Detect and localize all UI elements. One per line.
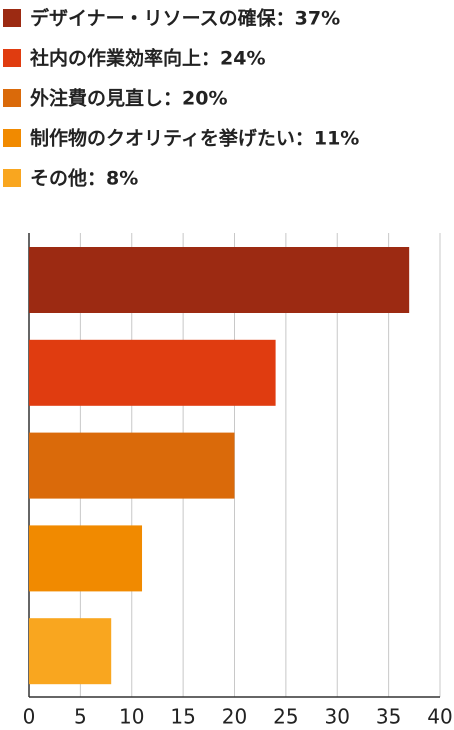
legend-swatch xyxy=(3,169,21,187)
bar xyxy=(29,525,143,592)
x-tick-label: 35 xyxy=(376,705,401,729)
legend-label: 制作物のクオリティを挙げたい：11% xyxy=(30,127,359,150)
x-tick-label: 5 xyxy=(74,705,87,729)
legend-label: 社内の作業効率向上：24% xyxy=(29,47,265,70)
legend-label: 外注費の見直し：20% xyxy=(30,87,227,110)
bar xyxy=(29,247,410,313)
legend-label: デザイナー・リソースの確保：37% xyxy=(30,7,340,30)
bar xyxy=(29,339,276,406)
legend-swatch xyxy=(3,89,21,107)
x-tick-label: 10 xyxy=(119,705,144,729)
legend-swatch xyxy=(3,129,21,147)
x-tick-label: 40 xyxy=(427,705,452,729)
x-tick-label: 20 xyxy=(222,705,247,729)
x-tick-label: 0 xyxy=(23,705,36,729)
x-tick-label: 30 xyxy=(325,705,350,729)
legend-swatch xyxy=(3,9,21,27)
bar xyxy=(29,432,235,499)
legend-swatch xyxy=(3,49,21,67)
bar xyxy=(29,618,112,685)
x-tick-label: 25 xyxy=(273,705,298,729)
legend-label: その他：8% xyxy=(30,167,138,190)
x-tick-label: 15 xyxy=(170,705,195,729)
